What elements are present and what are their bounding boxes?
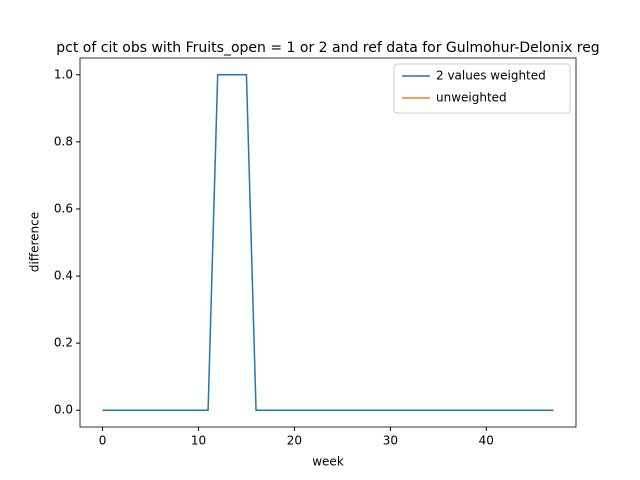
- y-tick-label: 0.6: [54, 201, 73, 215]
- y-tick-label: 1.0: [54, 67, 73, 81]
- y-tick-label: 0.4: [54, 269, 73, 283]
- x-tick-label: 0: [99, 434, 107, 448]
- x-tick-label: 30: [383, 434, 398, 448]
- chart-title: pct of cit obs with Fruits_open = 1 or 2…: [56, 40, 599, 56]
- data-line: [102, 74, 554, 411]
- plot-frame: [79, 57, 577, 428]
- y-axis-label: difference: [28, 212, 42, 272]
- x-tick-label: 20: [287, 434, 302, 448]
- legend-label: 2 values weighted: [436, 69, 546, 83]
- y-tick-label: 0.2: [54, 336, 73, 350]
- y-tick-label: 0.8: [54, 134, 73, 148]
- x-axis-label: week: [312, 455, 344, 469]
- legend-box: [393, 63, 571, 114]
- y-tick-label: 0.0: [54, 403, 73, 417]
- x-tick-label: 10: [191, 434, 206, 448]
- legend-label: unweighted: [436, 91, 507, 105]
- x-tick-label: 40: [479, 434, 494, 448]
